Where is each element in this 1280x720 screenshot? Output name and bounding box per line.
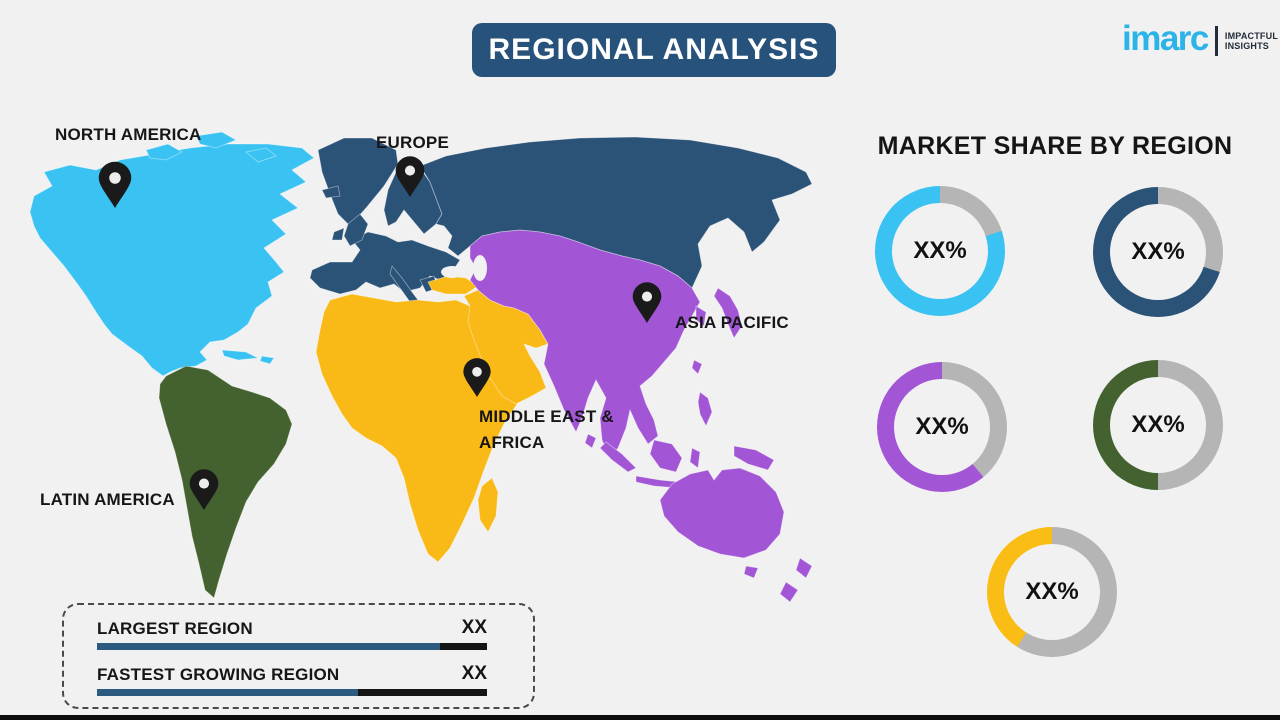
- cuba-shape: [221, 349, 260, 361]
- imarc-logo-wordmark: imarc: [1122, 19, 1209, 58]
- pin-north-america-icon: [98, 161, 132, 208]
- region-highlights-box: LARGEST REGION XX FASTEST GROWING REGION…: [62, 603, 535, 709]
- pin-europe-icon: [395, 156, 425, 197]
- black-sea-shape: [441, 266, 463, 278]
- imarc-logo: imarc IMPACTFUL INSIGHTS: [1122, 20, 1278, 58]
- label-middle-east-africa-line2: AFRICA: [479, 433, 545, 452]
- logo-tagline-line2: INSIGHTS: [1224, 41, 1270, 51]
- britain-shape: [343, 213, 369, 247]
- region-north-america: [29, 131, 315, 377]
- arctic-island-shape: [195, 131, 237, 149]
- label-europe: EUROPE: [376, 133, 449, 152]
- sumatra-shape: [599, 441, 637, 473]
- australia-shape: [659, 467, 785, 559]
- largest-region-bar-fill: [97, 643, 441, 650]
- label-middle-east-africa-line1: MIDDLE EAST &: [479, 407, 614, 426]
- madagascar-shape: [477, 477, 499, 533]
- philippines-shape: [697, 391, 713, 427]
- fastest-growing-region-bar-fill: [97, 689, 359, 696]
- label-north-america: NORTH AMERICA: [55, 125, 202, 144]
- arctic-island-shape: [245, 147, 277, 163]
- tasmania-shape: [743, 565, 759, 579]
- fastest-growing-region-row: FASTEST GROWING REGION XX: [97, 663, 487, 696]
- donut-value-label: XX%: [915, 413, 969, 440]
- donut-chart-north-america: XX%: [875, 186, 1005, 316]
- largest-region-label: LARGEST REGION: [97, 619, 253, 638]
- largest-region-value: XX: [461, 617, 487, 638]
- logo-divider: [1214, 26, 1218, 56]
- north-america-mainland-shape: [29, 143, 315, 377]
- fastest-growing-region-bar: [97, 689, 487, 696]
- market-share-heading: MARKET SHARE BY REGION: [877, 132, 1233, 160]
- donut-chart-latin-america: XX%: [1093, 360, 1223, 490]
- iceland-shape: [321, 185, 341, 199]
- donut-chart-middle-east-africa: XX%: [987, 527, 1117, 657]
- pin-asia-pacific-icon: [632, 282, 662, 323]
- new-zealand-shape: [779, 557, 813, 603]
- japan-shape: [713, 287, 743, 339]
- arctic-island-shape: [145, 143, 183, 161]
- south-america-shape: [158, 365, 293, 599]
- logo-tagline: IMPACTFUL INSIGHTS: [1225, 31, 1278, 52]
- new-guinea-shape: [733, 445, 775, 471]
- ireland-shape: [331, 227, 345, 241]
- page-title: REGIONAL ANALYSIS: [472, 23, 836, 77]
- donut-value-label: XX%: [1025, 578, 1079, 605]
- largest-region-row: LARGEST REGION XX: [97, 617, 487, 650]
- label-asia-pacific: ASIA PACIFIC: [675, 313, 789, 332]
- borneo-shape: [649, 439, 683, 473]
- donut-chart-europe: XX%: [1093, 187, 1223, 317]
- korea-shape: [695, 305, 707, 327]
- fastest-growing-region-value: XX: [461, 663, 487, 684]
- sulawesi-shape: [689, 447, 701, 469]
- bottom-border: [0, 715, 1280, 720]
- fastest-growing-region-label: FASTEST GROWING REGION: [97, 665, 340, 684]
- label-middle-east-africa: MIDDLE EAST & AFRICA: [479, 404, 639, 456]
- sri-lanka-shape: [584, 433, 597, 449]
- taiwan-shape: [691, 359, 703, 375]
- largest-region-bar: [97, 643, 487, 650]
- hispaniola-shape: [259, 355, 275, 365]
- logo-tagline-line1: IMPACTFUL: [1224, 30, 1279, 41]
- caspian-sea-shape: [473, 255, 487, 281]
- donut-value-label: XX%: [1131, 411, 1185, 438]
- label-latin-america: LATIN AMERICA: [40, 490, 175, 509]
- pin-middle-east-africa-icon: [463, 358, 491, 397]
- donut-chart-asia-pacific: XX%: [877, 362, 1007, 492]
- donut-value-label: XX%: [913, 237, 967, 264]
- donut-value-label: XX%: [1131, 238, 1185, 265]
- region-latin-america: [158, 365, 293, 599]
- pin-latin-america-icon: [189, 469, 219, 510]
